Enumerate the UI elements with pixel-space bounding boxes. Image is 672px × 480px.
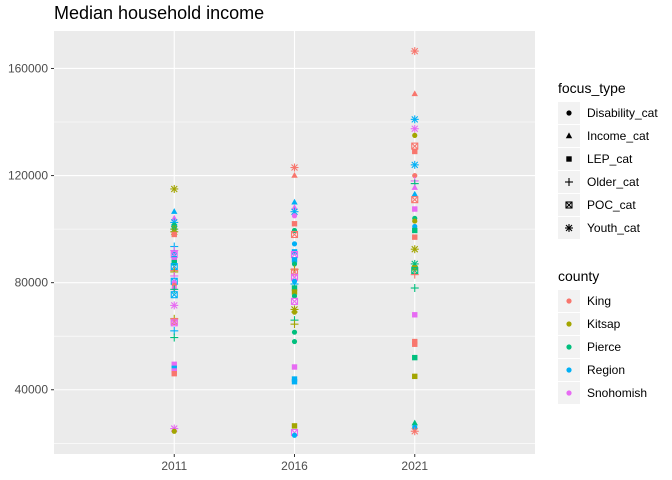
legend-key-symbol xyxy=(566,367,572,373)
data-point xyxy=(291,432,298,438)
data-point xyxy=(412,218,418,224)
data-point xyxy=(291,289,298,295)
data-point xyxy=(170,301,179,310)
legend-key-symbol xyxy=(566,390,572,396)
data-point xyxy=(291,171,298,178)
data-point xyxy=(291,285,298,291)
data-point xyxy=(290,297,299,305)
legend-key-symbol xyxy=(565,224,573,232)
data-point xyxy=(291,293,298,299)
data-point xyxy=(412,312,418,318)
data-point xyxy=(290,320,299,329)
data-point xyxy=(410,245,419,254)
data-point xyxy=(412,227,418,234)
data-point xyxy=(291,213,298,219)
legend-label: LEP_cat xyxy=(587,152,633,166)
data-point xyxy=(411,184,418,190)
legend-key-symbol xyxy=(566,344,572,350)
data-point xyxy=(410,47,419,56)
y-tick-label: 40000 xyxy=(15,383,49,397)
legend-label: Income_cat xyxy=(587,129,650,143)
data-point xyxy=(171,370,177,377)
legend-county-title: county xyxy=(558,268,599,284)
data-point xyxy=(412,132,418,139)
data-point xyxy=(411,190,418,197)
legend-key-symbol xyxy=(566,110,572,116)
data-point xyxy=(410,115,419,124)
data-point xyxy=(291,241,298,247)
data-point xyxy=(412,373,418,380)
data-point xyxy=(170,291,178,299)
data-point xyxy=(412,223,418,230)
legend-label: King xyxy=(587,294,611,308)
data-point xyxy=(291,204,298,210)
y-tick-label: 160000 xyxy=(8,61,48,75)
chart-title: Median household income xyxy=(54,3,264,23)
legend-focus-type-title: focus_type xyxy=(558,80,626,96)
legend-key-symbol xyxy=(565,132,573,139)
data-point xyxy=(412,341,418,347)
data-point xyxy=(411,90,418,97)
legend-label: Disability_cat xyxy=(587,106,658,120)
data-point xyxy=(411,196,419,204)
data-point xyxy=(412,354,418,361)
data-point xyxy=(412,206,418,212)
data-point xyxy=(411,419,418,426)
legend-label: Region xyxy=(587,363,625,377)
legend-key-symbol xyxy=(566,156,572,162)
data-point xyxy=(290,230,299,239)
legend-key-symbol xyxy=(565,201,573,209)
data-point xyxy=(291,329,298,335)
x-tick-label: 2021 xyxy=(401,459,428,473)
data-point xyxy=(410,270,419,279)
data-point xyxy=(410,124,419,133)
legend-key-symbol xyxy=(565,178,573,186)
data-points xyxy=(170,47,419,438)
x-tick-label: 2016 xyxy=(281,459,308,473)
legend-label: Pierce xyxy=(587,340,621,354)
data-point xyxy=(412,234,418,240)
data-point xyxy=(170,184,179,193)
legend-focus-type: focus_type Disability_cat Income_cat LEP_c… xyxy=(558,80,658,239)
legend-label: Kitsap xyxy=(587,317,621,331)
data-point xyxy=(170,333,179,342)
data-point xyxy=(291,309,298,315)
data-point xyxy=(171,428,177,434)
data-point xyxy=(412,172,418,179)
data-point xyxy=(410,284,419,293)
x-tick-label: 2011 xyxy=(161,459,187,473)
data-point xyxy=(291,221,298,227)
data-point xyxy=(291,423,298,429)
legend-label: POC_cat xyxy=(587,198,636,212)
data-point xyxy=(291,261,298,267)
legend-label: Youth_cat xyxy=(587,221,641,235)
data-point xyxy=(171,214,178,221)
legend-county: county King Kitsap Pierce Region Snohomish xyxy=(558,268,647,404)
legend-label: Snohomish xyxy=(587,386,647,400)
data-point xyxy=(171,361,177,368)
y-axis: 40000 80000 120000 160000 xyxy=(8,61,54,397)
data-point xyxy=(412,148,418,155)
data-point xyxy=(170,326,179,335)
y-tick-label: 80000 xyxy=(15,276,49,290)
data-point xyxy=(412,424,418,430)
legend-key-symbol xyxy=(566,298,572,304)
data-point xyxy=(171,208,178,214)
data-point xyxy=(290,163,299,172)
y-tick-label: 120000 xyxy=(8,169,48,183)
x-axis: 2011 2016 2021 xyxy=(161,454,428,473)
data-point xyxy=(170,319,178,327)
data-point xyxy=(291,364,298,370)
data-point xyxy=(171,259,177,266)
data-point xyxy=(291,338,298,345)
data-point xyxy=(291,198,298,205)
data-point xyxy=(410,160,419,169)
data-point xyxy=(291,379,298,385)
data-point xyxy=(171,231,177,238)
legend-label: Older_cat xyxy=(587,175,640,189)
legend-key-symbol xyxy=(566,321,572,327)
data-point xyxy=(410,427,419,436)
data-point xyxy=(291,257,298,263)
